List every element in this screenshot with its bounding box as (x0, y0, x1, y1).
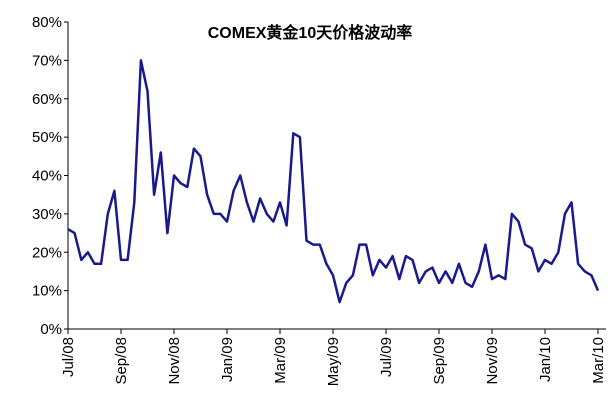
x-tick-label: Sep/09 (431, 337, 448, 385)
x-tick-label: Jul/09 (378, 337, 395, 377)
x-tick-label: Nov/08 (166, 337, 183, 385)
y-tick-label: 10% (32, 283, 62, 300)
x-tick-label: Sep/08 (113, 337, 130, 385)
line-series (67, 59, 600, 304)
y-tick-label: 80% (32, 14, 62, 31)
y-tick-label: 20% (32, 244, 62, 261)
x-tick-label: Nov/09 (484, 337, 501, 385)
y-tick-label: 50% (32, 129, 62, 146)
y-tick-label: 0% (40, 321, 62, 338)
x-tick-label: May/09 (325, 337, 342, 386)
y-tick-label: 30% (32, 206, 62, 223)
x-tick-label: Jan/09 (219, 337, 236, 382)
x-tick-label: Jul/08 (60, 337, 77, 377)
y-tick-label: 60% (32, 91, 62, 108)
y-tick-label: 70% (32, 52, 62, 69)
x-tick-label: Mar/10 (590, 337, 607, 384)
x-tick-label: Mar/09 (272, 337, 289, 384)
chart-title: COMEX黄金10天价格波动率 (208, 23, 412, 42)
y-tick-label: 40% (32, 168, 62, 185)
x-tick-label: Jan/10 (537, 337, 554, 382)
